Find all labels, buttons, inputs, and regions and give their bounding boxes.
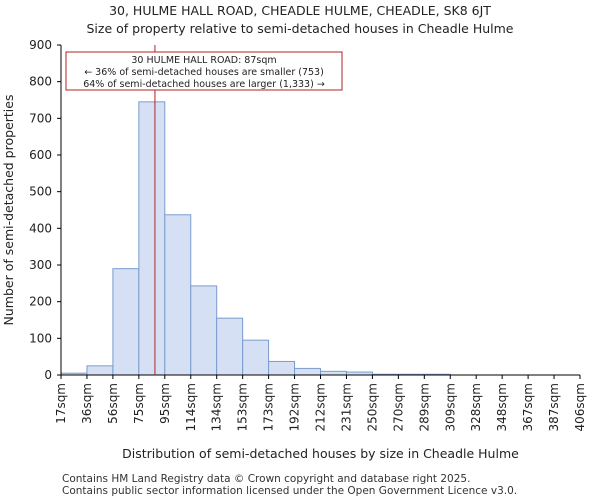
histogram-bar xyxy=(268,360,296,376)
x-tick-label: 289sqm xyxy=(417,383,431,431)
x-tick-label: 134sqm xyxy=(210,383,224,431)
footer-copyright: Contains HM Land Registry data © Crown c… xyxy=(62,473,471,485)
histogram-bar xyxy=(242,339,270,376)
y-tick-label: 800 xyxy=(29,75,52,89)
y-tick-label: 200 xyxy=(29,295,52,309)
histogram-bar xyxy=(216,317,244,376)
y-tick-label: 300 xyxy=(29,258,52,272)
x-tick-label: 56sqm xyxy=(106,383,120,424)
x-tick-label: 153sqm xyxy=(236,383,250,431)
y-tick-label: 400 xyxy=(29,221,52,235)
x-tick-label: 250sqm xyxy=(365,383,379,431)
x-tick-label: 387sqm xyxy=(547,383,561,431)
histogram-bar xyxy=(138,101,166,376)
x-tick-label: 212sqm xyxy=(314,383,328,431)
annotation-line-3: 64% of semi-detached houses are larger (… xyxy=(83,79,325,90)
x-tick-label: 114sqm xyxy=(184,383,198,431)
y-tick-label: 900 xyxy=(29,38,52,52)
annotation-line-2: ← 36% of semi-detached houses are smalle… xyxy=(84,67,324,78)
x-tick-label: 173sqm xyxy=(262,383,276,431)
x-tick-label: 309sqm xyxy=(443,383,457,431)
x-tick-label: 270sqm xyxy=(391,383,405,431)
x-tick-label: 95sqm xyxy=(158,383,172,424)
chart-title-subtitle: Size of property relative to semi-detach… xyxy=(86,21,514,36)
x-tick-label: 328sqm xyxy=(469,383,483,431)
histogram-bar xyxy=(112,268,140,376)
annotation-line-1: 30 HULME HALL ROAD: 87sqm xyxy=(131,55,276,66)
chart-title-address: 30, HULME HALL ROAD, CHEADLE HULME, CHEA… xyxy=(109,3,491,18)
footer-licence: Contains public sector information licen… xyxy=(62,485,518,497)
bars-group xyxy=(60,101,451,376)
y-tick-label: 0 xyxy=(44,368,52,382)
annotation-rect xyxy=(65,51,343,91)
annotation-box: 30 HULME HALL ROAD: 87sqm ← 36% of semi-… xyxy=(65,51,343,91)
axes-group: 0 100 200 300 400 500 600 700 800 900 17sqm 36sqm 56… xyxy=(29,38,587,431)
histogram-bar xyxy=(86,365,114,376)
histogram-bar xyxy=(294,367,321,376)
y-tick-label: 600 xyxy=(29,148,52,162)
x-tick-label: 367sqm xyxy=(521,383,535,431)
x-tick-label: 231sqm xyxy=(339,383,353,431)
x-axis-label: Distribution of semi-detached houses by … xyxy=(122,446,519,461)
x-tick-label: 75sqm xyxy=(132,383,146,424)
y-axis-label: Number of semi-detached properties xyxy=(1,95,16,326)
y-tick-label: 500 xyxy=(29,185,52,199)
histogram-bar xyxy=(320,370,347,376)
y-tick-label: 700 xyxy=(29,111,52,125)
x-tick-label: 192sqm xyxy=(288,383,302,431)
x-tick-label: 17sqm xyxy=(54,383,68,424)
x-tick-label: 406sqm xyxy=(573,383,587,431)
x-tick-label: 348sqm xyxy=(495,383,509,431)
histogram-bar xyxy=(164,214,192,376)
histogram-bar xyxy=(190,285,218,376)
x-tick-label: 36sqm xyxy=(80,383,94,424)
y-tick-label: 100 xyxy=(29,331,52,345)
